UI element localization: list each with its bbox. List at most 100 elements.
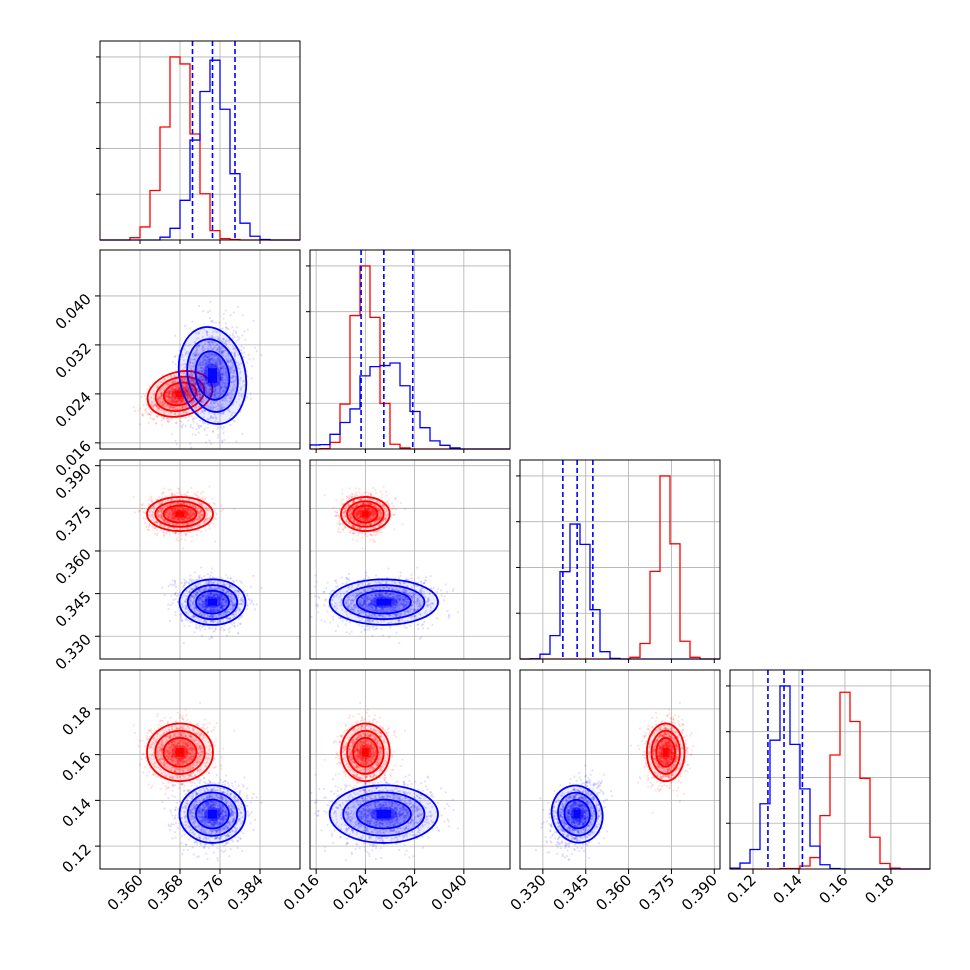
scatter-point xyxy=(195,331,198,335)
scatter-point xyxy=(161,409,164,412)
scatter-point xyxy=(217,359,220,362)
scatter-point xyxy=(181,397,185,400)
scatter-point xyxy=(203,385,207,389)
scatter-point xyxy=(162,403,166,406)
scatter-point xyxy=(175,385,178,388)
scatter-point xyxy=(231,366,235,369)
scatter-point xyxy=(167,393,170,396)
scatter-point xyxy=(222,349,226,353)
scatter-point xyxy=(204,379,207,383)
scatter-point xyxy=(207,363,210,366)
scatter-point xyxy=(142,517,145,520)
scatter-point xyxy=(201,378,204,381)
scatter-point xyxy=(215,348,219,351)
scatter-point xyxy=(207,392,210,395)
scatter-point xyxy=(170,388,173,392)
scatter-point xyxy=(231,411,234,414)
scatter-point xyxy=(186,388,190,392)
scatter-point xyxy=(203,409,206,412)
scatter-point xyxy=(177,401,180,404)
scatter-point xyxy=(185,383,188,387)
scatter-point xyxy=(191,361,195,364)
scatter-point xyxy=(195,396,199,399)
scatter-point xyxy=(213,362,216,365)
scatter-point xyxy=(213,523,216,526)
scatter-point xyxy=(180,426,184,429)
scatter-point xyxy=(218,384,221,387)
scatter-point xyxy=(181,405,184,409)
scatter-point xyxy=(200,371,203,374)
scatter-point xyxy=(202,386,205,389)
scatter-point xyxy=(222,370,225,373)
scatter-point xyxy=(205,381,209,384)
scatter-point xyxy=(230,390,233,393)
scatter-point xyxy=(167,382,170,386)
scatter-point xyxy=(207,336,210,339)
scatter-point xyxy=(185,389,188,392)
scatter-point xyxy=(170,389,174,393)
scatter-point xyxy=(201,346,205,349)
scatter-point xyxy=(184,386,187,390)
scatter-point xyxy=(212,430,215,433)
scatter-point xyxy=(206,393,210,396)
scatter-point xyxy=(207,360,211,363)
scatter-point xyxy=(179,371,182,374)
scatter-point xyxy=(210,365,214,368)
scatter-point xyxy=(170,387,173,390)
scatter-point xyxy=(181,363,185,366)
scatter-point xyxy=(205,386,208,389)
scatter-point xyxy=(184,405,187,409)
scatter-point xyxy=(216,381,219,384)
scatter-point xyxy=(170,405,173,408)
scatter-point xyxy=(181,379,184,382)
scatter-point xyxy=(218,390,221,393)
scatter-point xyxy=(200,348,204,351)
scatter-point xyxy=(221,373,224,376)
scatter-point xyxy=(168,390,171,393)
scatter-point xyxy=(206,383,209,386)
scatter-point xyxy=(219,379,222,382)
scatter-point xyxy=(211,365,214,368)
scatter-point xyxy=(249,392,252,395)
scatter-point xyxy=(219,384,222,387)
scatter-point xyxy=(231,362,234,365)
scatter-point xyxy=(189,364,192,368)
scatter-point xyxy=(205,404,208,407)
scatter-point xyxy=(187,387,190,390)
scatter-point xyxy=(214,385,217,388)
scatter-point xyxy=(199,375,202,378)
scatter-point xyxy=(166,382,169,385)
scatter-point xyxy=(221,365,225,368)
scatter-point xyxy=(154,404,158,407)
scatter-point xyxy=(233,384,236,387)
scatter-point xyxy=(176,517,179,520)
scatter-point xyxy=(186,389,189,392)
scatter-point xyxy=(169,392,172,396)
scatter-point xyxy=(181,397,184,400)
scatter-point xyxy=(220,379,223,382)
scatter-point xyxy=(162,410,166,413)
scatter-point xyxy=(204,529,207,532)
scatter-point xyxy=(185,383,188,386)
scatter-point xyxy=(198,376,201,380)
scatter-point xyxy=(226,454,228,456)
scatter-point xyxy=(167,406,170,409)
scatter-point xyxy=(175,387,178,390)
scatter-point xyxy=(160,419,163,422)
scatter-point xyxy=(174,508,177,511)
scatter-point xyxy=(219,373,222,376)
scatter-point xyxy=(221,351,224,354)
scatter-point xyxy=(191,417,194,421)
scatter-point xyxy=(183,366,186,369)
scatter-point xyxy=(184,354,187,357)
scatter-point xyxy=(217,338,220,341)
scatter-point xyxy=(169,383,172,386)
scatter-point xyxy=(233,354,236,357)
scatter-point xyxy=(224,383,227,386)
scatter-point xyxy=(198,399,201,402)
scatter-point xyxy=(184,324,187,327)
scatter-point xyxy=(195,352,198,355)
scatter-point xyxy=(209,357,212,361)
scatter-point xyxy=(234,347,237,350)
scatter-point xyxy=(232,383,235,386)
